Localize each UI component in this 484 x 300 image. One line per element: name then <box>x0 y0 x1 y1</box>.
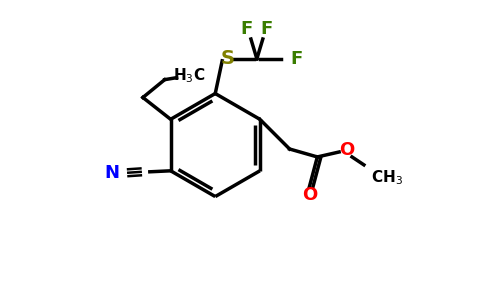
Text: F: F <box>241 20 253 38</box>
Text: S: S <box>220 50 234 68</box>
Text: H$_3$C: H$_3$C <box>173 66 206 85</box>
Text: N: N <box>105 164 120 182</box>
Text: CH$_3$: CH$_3$ <box>371 168 403 187</box>
Text: O: O <box>339 141 355 159</box>
Text: F: F <box>261 20 273 38</box>
Text: O: O <box>302 186 317 204</box>
Text: F: F <box>290 50 302 68</box>
